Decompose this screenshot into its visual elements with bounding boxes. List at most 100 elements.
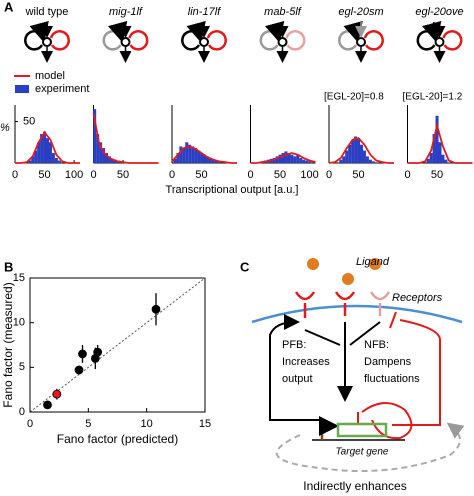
promoter [319, 416, 339, 440]
annotation: [EGL-20]=1.2 [403, 92, 463, 103]
bar [360, 144, 363, 163]
bar [365, 156, 369, 163]
bar [281, 153, 285, 163]
x-tick-label: 5 [85, 418, 91, 430]
nfb-label: NFB: [364, 339, 389, 351]
receptor [334, 291, 356, 316]
annotation: [EGL-20]=0.8 [324, 92, 384, 103]
bar [99, 142, 103, 163]
chart-title: mig-1lf [109, 6, 143, 18]
model-line [15, 130, 80, 164]
pfb-label: PFB: [282, 339, 306, 351]
icon-loop [181, 20, 206, 51]
bar [299, 158, 303, 163]
gene-box [336, 422, 388, 438]
bar [173, 158, 177, 163]
diagram: Ligand Receptors PFB: Increases output N… [251, 256, 465, 493]
bar [354, 136, 358, 163]
bar [205, 156, 209, 163]
model-line [92, 113, 159, 164]
bar [287, 153, 291, 163]
membrane [251, 304, 463, 324]
ligand-label: Ligand [356, 256, 390, 268]
bar [194, 148, 198, 163]
y-axis-label: Fano factor (measured) [1, 282, 15, 407]
bar [46, 138, 49, 163]
panel-label: B [4, 259, 13, 274]
bar [444, 159, 448, 163]
y-tick-label: 0 [19, 406, 25, 418]
icon-loop [363, 30, 384, 51]
x-axis-label: Transcriptional output [a.u.] [166, 184, 299, 196]
bar [197, 150, 201, 163]
chart-title: egl-20sm [338, 6, 383, 18]
x-tick-label: 50 [274, 169, 286, 181]
receptor-label: Receptors [392, 292, 443, 304]
bar [185, 142, 189, 163]
bar [305, 160, 309, 163]
x-tick-label: 50 [352, 169, 364, 181]
icon-node [277, 37, 288, 47]
bar [351, 139, 355, 163]
bar [296, 154, 300, 163]
nfb-label: Dampens [364, 356, 412, 368]
ligand-dot [342, 273, 354, 285]
icon-node [199, 37, 209, 47]
diagonal [29, 277, 206, 413]
panel-label: C [240, 259, 250, 274]
bar [208, 158, 212, 163]
bar [275, 156, 279, 163]
bar [48, 142, 52, 163]
icon-arrow [429, 21, 441, 38]
bar [57, 160, 61, 163]
bar [43, 131, 47, 163]
x-tick-label: 100 [65, 169, 83, 181]
y-tick-label: 15 [13, 272, 25, 284]
icon-loop [128, 30, 149, 51]
bar [93, 109, 97, 163]
pfb-label: Increases [282, 356, 330, 368]
bar [308, 161, 312, 163]
bar [179, 146, 183, 163]
bar [182, 148, 186, 163]
bar [290, 154, 294, 163]
y-tick-label: 5 [19, 361, 25, 373]
bar [188, 144, 192, 163]
x-tick-label: 10 [141, 418, 153, 430]
model-line [407, 122, 473, 164]
bar [438, 142, 442, 163]
icon-loop [442, 30, 463, 51]
bar [110, 158, 114, 163]
bar [200, 153, 204, 163]
x-tick-label: 100 [300, 169, 318, 181]
x-tick-label: 0 [404, 169, 410, 181]
x-tick-label: 50 [431, 169, 443, 181]
point [52, 389, 62, 399]
nfb-label: fluctuations [364, 373, 420, 385]
gene-label: Target gene [335, 447, 388, 458]
x-tick-label: 50 [117, 169, 129, 181]
x-tick-label: 15 [199, 418, 211, 430]
indirect-loop [275, 422, 465, 472]
bar [293, 156, 297, 163]
icon-node [356, 37, 366, 47]
bar [203, 154, 206, 163]
x-tick-label: 0 [90, 169, 96, 181]
x-tick-label: 50 [195, 169, 207, 181]
point [151, 304, 161, 314]
point [74, 365, 84, 375]
bar [435, 115, 439, 163]
bar [37, 142, 41, 163]
y-tick-label: 50 [23, 115, 35, 127]
icon-loop [416, 20, 442, 51]
arrow [304, 321, 381, 346]
panel-label: A [4, 0, 14, 14]
bar [28, 160, 32, 163]
x-tick-label: 0 [27, 418, 33, 430]
bar [51, 153, 55, 163]
bar [371, 161, 375, 163]
x-tick-label: 0 [12, 169, 18, 181]
x-tick-label: 0 [326, 169, 332, 181]
bar [284, 151, 288, 163]
ligand-dot [369, 258, 381, 270]
